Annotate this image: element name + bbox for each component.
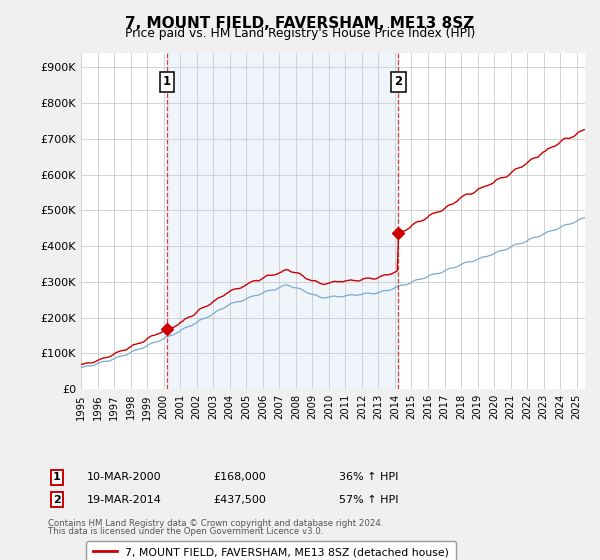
Text: 1: 1 [163, 75, 171, 88]
Text: 2: 2 [394, 75, 403, 88]
Bar [167, 53, 398, 389]
Text: 57% ↑ HPI: 57% ↑ HPI [339, 494, 398, 505]
Text: Contains HM Land Registry data © Crown copyright and database right 2024.: Contains HM Land Registry data © Crown c… [48, 519, 383, 528]
Text: £437,500: £437,500 [213, 494, 266, 505]
Text: 19-MAR-2014: 19-MAR-2014 [87, 494, 162, 505]
Text: This data is licensed under the Open Government Licence v3.0.: This data is licensed under the Open Gov… [48, 528, 323, 536]
Text: £168,000: £168,000 [213, 472, 266, 482]
Text: 1: 1 [53, 472, 61, 482]
Text: 36% ↑ HPI: 36% ↑ HPI [339, 472, 398, 482]
Text: 2: 2 [53, 494, 61, 505]
Text: Price paid vs. HM Land Registry's House Price Index (HPI): Price paid vs. HM Land Registry's House … [125, 27, 475, 40]
Text: 7, MOUNT FIELD, FAVERSHAM, ME13 8SZ: 7, MOUNT FIELD, FAVERSHAM, ME13 8SZ [125, 16, 475, 31]
Text: 10-MAR-2000: 10-MAR-2000 [87, 472, 161, 482]
Legend: 7, MOUNT FIELD, FAVERSHAM, ME13 8SZ (detached house), HPI: Average price, detach: 7, MOUNT FIELD, FAVERSHAM, ME13 8SZ (det… [86, 541, 456, 560]
